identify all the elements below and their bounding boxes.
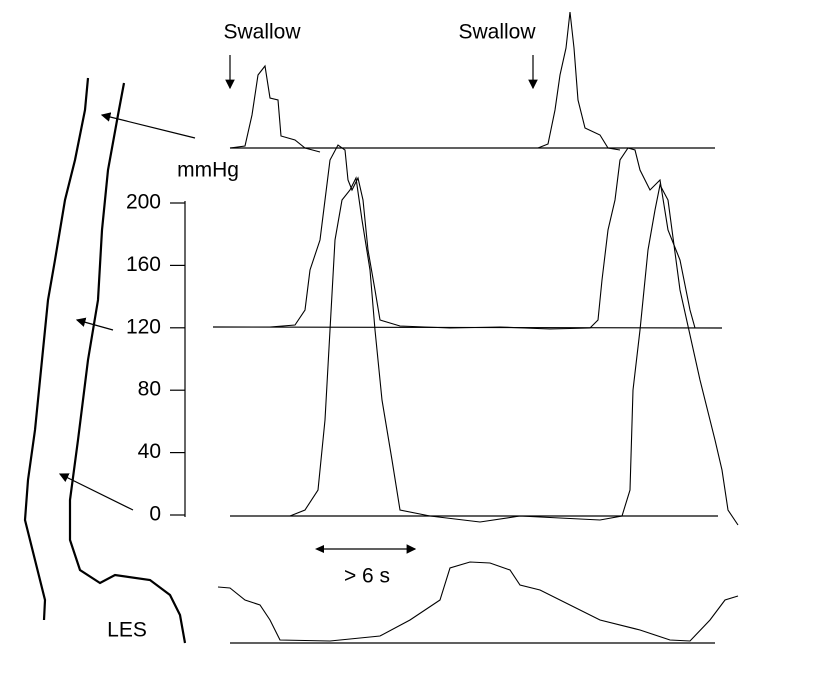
esophagus-right-wall <box>68 82 187 644</box>
pressure-trace <box>230 176 739 526</box>
tick-label: 120 <box>126 315 161 338</box>
swallow-label: Swallow <box>458 21 536 44</box>
tick-label: 200 <box>126 191 161 214</box>
pressure-trace <box>213 144 696 330</box>
tick-label: 80 <box>138 378 161 401</box>
les-label: LES <box>107 619 147 642</box>
esophagus-left-wall <box>23 77 90 621</box>
pressure-trace <box>217 561 739 642</box>
duration-label: > 6 s <box>344 565 390 588</box>
arrow-head <box>315 545 324 553</box>
pointer-arrow <box>75 317 114 331</box>
tick-label: 0 <box>149 503 161 526</box>
pointer-arrow <box>100 112 196 139</box>
tick-group: 200 160 120 80 40 0 <box>126 191 185 526</box>
axis-unit: mmHg <box>177 159 239 182</box>
tick-label: 40 <box>138 440 161 463</box>
tick-label: 160 <box>126 253 161 276</box>
pressure-trace <box>229 11 621 153</box>
swallow-label: Swallow <box>223 21 301 44</box>
pointer-arrow <box>58 473 134 511</box>
